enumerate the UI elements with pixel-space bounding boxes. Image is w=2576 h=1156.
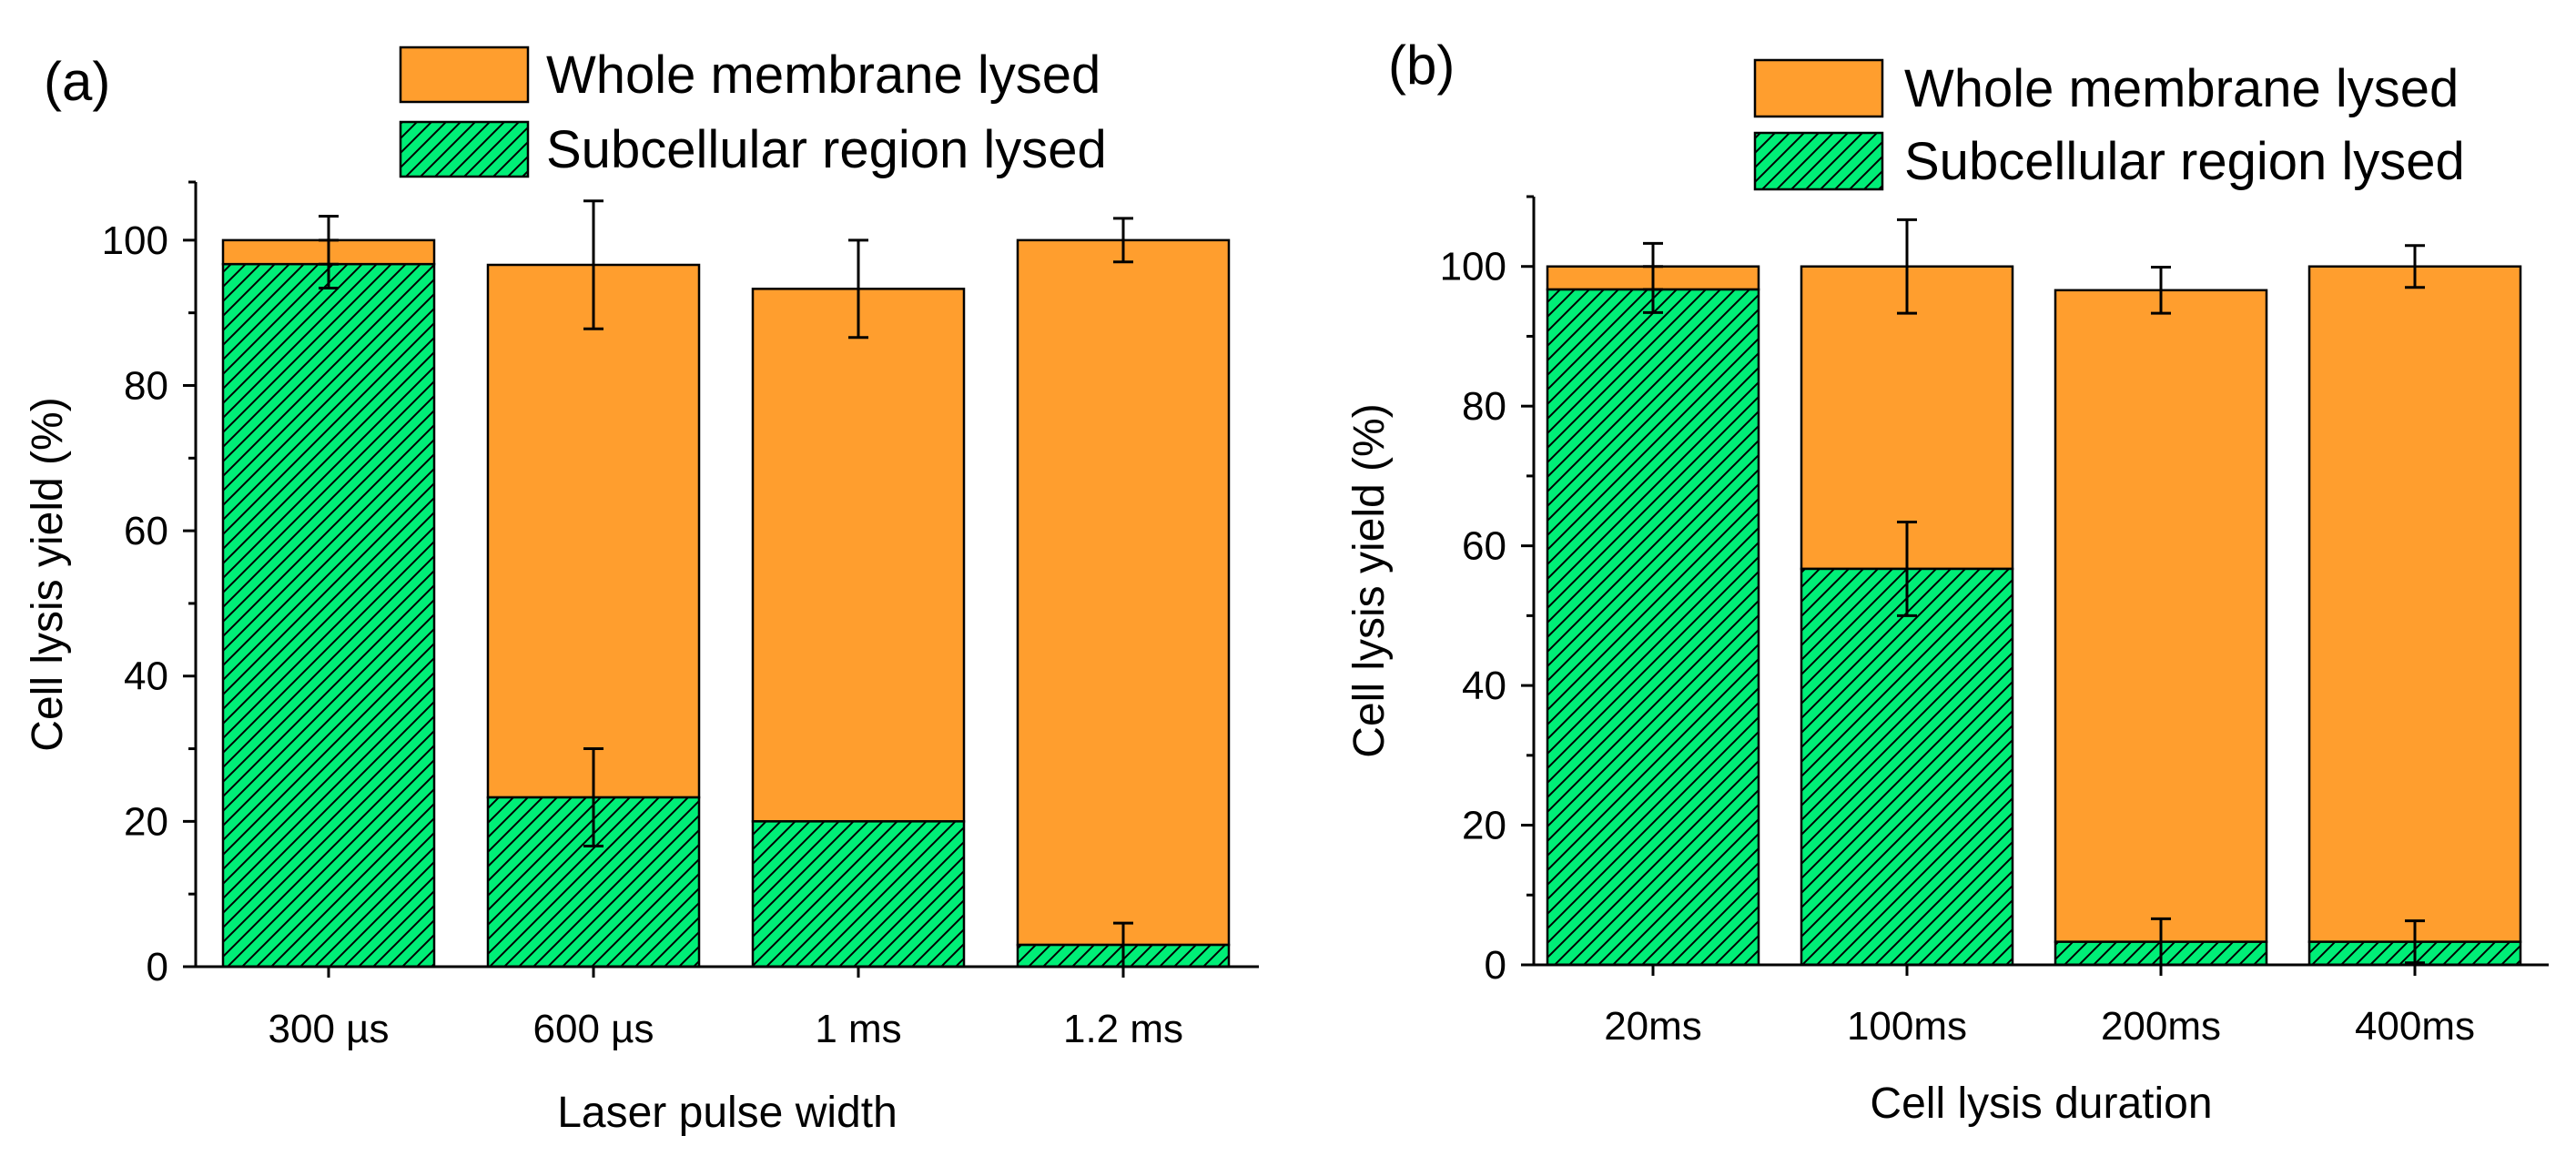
- error-bar-whole-membrane: [1897, 218, 1917, 315]
- error-bar-subcellular: [2151, 917, 2171, 965]
- panel-letter: (b): [1388, 35, 1455, 96]
- error-bar-whole-membrane: [1113, 217, 1133, 264]
- y-tick-label: 20: [1462, 804, 1506, 848]
- panel-letter: (a): [44, 51, 110, 112]
- bar-whole-membrane-lysed: [486, 263, 701, 799]
- legend: Whole membrane lysed Subcellular region l…: [1753, 58, 2465, 191]
- x-tick-label: 100ms: [1847, 1004, 1967, 1049]
- x-tick-label: 20ms: [1604, 1004, 1702, 1049]
- y-tick-label: 60: [1462, 524, 1506, 569]
- legend-swatch: [1753, 58, 1884, 118]
- y-tick-label: 0: [1485, 943, 1506, 988]
- y-tick-label: 80: [124, 363, 168, 408]
- y-axis-title: Cell lysis yield (%): [24, 397, 72, 751]
- y-tick-label: 0: [147, 945, 168, 989]
- legend-swatch: [399, 46, 530, 104]
- y-tick-label: 80: [1462, 384, 1506, 429]
- y-tick-label: 20: [124, 799, 168, 844]
- bar-subcellular-region-lysed: [1800, 567, 2014, 967]
- x-tick-label: 600 µs: [533, 1007, 654, 1051]
- bar-whole-membrane-lysed: [751, 288, 966, 823]
- bar-whole-membrane-lysed: [2307, 265, 2522, 943]
- bar-whole-membrane-lysed: [1016, 238, 1231, 947]
- error-bar-subcellular: [583, 747, 603, 848]
- x-axis-title: Cell lysis duration: [1870, 1080, 2212, 1128]
- x-axis-title: Laser pulse width: [557, 1089, 898, 1137]
- y-tick-label: 100: [102, 218, 168, 263]
- error-bar-whole-membrane: [2405, 244, 2425, 289]
- bar-whole-membrane-lysed: [1800, 265, 2014, 571]
- y-tick-label: 100: [1440, 245, 1506, 289]
- legend-label: Whole membrane lysed: [1904, 59, 2459, 118]
- error-bar-subcellular: [1113, 921, 1133, 967]
- legend-label: Subcellular region lysed: [1904, 132, 2465, 191]
- error-bar-whole-membrane: [2151, 265, 2171, 315]
- legend-label: Subcellular region lysed: [546, 120, 1107, 179]
- x-tick-label: 1 ms: [815, 1007, 901, 1051]
- bar-whole-membrane-lysed: [2054, 289, 2268, 943]
- y-tick-label: 40: [1462, 664, 1506, 708]
- bar-subcellular-region-lysed: [221, 262, 436, 968]
- x-tick-label: 200ms: [2101, 1004, 2221, 1049]
- x-tick-label: 400ms: [2355, 1004, 2475, 1049]
- error-bar-whole-membrane: [583, 199, 603, 330]
- error-bar-whole-membrane: [848, 238, 868, 340]
- panel-b-chart: (b) 20ms 100ms 200ms 400ms 0 20 40 60 80 100 Cell l…: [1345, 35, 2549, 1128]
- x-tick-label: 1.2 ms: [1063, 1007, 1183, 1051]
- legend: Whole membrane lysed Subcellular region l…: [399, 46, 1107, 179]
- bar-subcellular-region-lysed: [1546, 288, 1760, 967]
- y-tick-label: 40: [124, 654, 168, 699]
- x-tick-label: 300 µs: [269, 1007, 390, 1051]
- error-bar-whole-membrane: [319, 215, 339, 266]
- legend-swatch: [399, 120, 530, 178]
- y-axis-title: Cell lysis yield (%): [1345, 403, 1394, 757]
- legend-swatch: [1753, 131, 1884, 191]
- bar-subcellular-region-lysed: [751, 820, 966, 968]
- error-bar-whole-membrane: [1643, 241, 1663, 291]
- y-tick-label: 60: [124, 509, 168, 553]
- legend-label: Whole membrane lysed: [546, 46, 1100, 105]
- panel-a-chart: (a) 300 µs 600 µs 1 ms 1.2 ms 0 20 40 60 80 100 Las…: [24, 46, 1259, 1137]
- error-bar-subcellular: [2405, 919, 2425, 965]
- error-bar-subcellular: [1897, 521, 1917, 617]
